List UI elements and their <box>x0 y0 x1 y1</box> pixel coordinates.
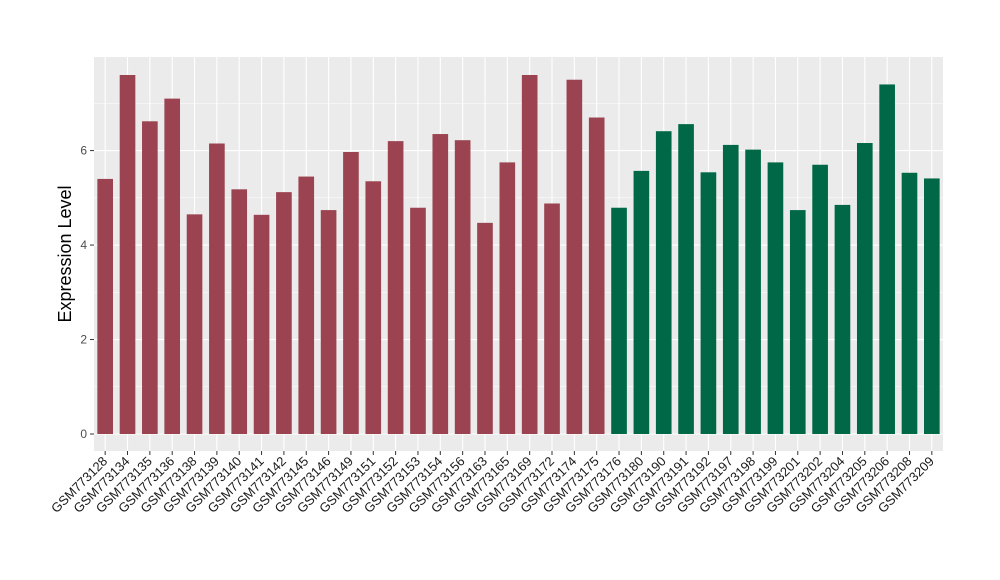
bar-GSM773154 <box>432 134 449 434</box>
bar-GSM773139 <box>209 143 225 435</box>
y-axis: 0 2 4 6 <box>80 144 94 441</box>
bar-GSM773198 <box>745 149 761 434</box>
bar-GSM773175 <box>588 117 605 435</box>
bar-GSM773202 <box>812 164 828 434</box>
y-tick-label: 4 <box>80 238 87 252</box>
bar-GSM773153 <box>410 207 426 434</box>
bar-GSM773165 <box>499 162 516 434</box>
bar-GSM773208 <box>901 172 918 434</box>
bar-GSM773209 <box>924 178 940 434</box>
bar-GSM773176 <box>611 207 627 434</box>
x-axis: GSM773128GSM773134GSM773135GSM773136GSM7… <box>48 451 937 516</box>
bars <box>97 75 940 435</box>
bar-GSM773140 <box>231 189 248 434</box>
bar-GSM773151 <box>365 181 382 434</box>
y-tick-label: 6 <box>80 144 87 158</box>
y-tick-label: 0 <box>80 427 87 441</box>
bar-GSM773149 <box>343 151 359 435</box>
bar-GSM773128 <box>97 178 113 434</box>
bar-GSM773174 <box>566 79 583 434</box>
bar-GSM773172 <box>544 203 560 434</box>
bar-GSM773199 <box>767 162 784 434</box>
bar-GSM773135 <box>142 121 158 434</box>
bar-GSM773134 <box>119 75 136 434</box>
y-axis-title: Expression Level <box>55 185 75 322</box>
bar-GSM773145 <box>298 176 315 434</box>
bar-GSM773204 <box>834 204 851 434</box>
bar-GSM773163 <box>477 222 493 434</box>
y-tick-label: 2 <box>80 333 87 347</box>
bar-GSM773180 <box>633 170 650 434</box>
bar-GSM773190 <box>655 131 672 434</box>
bar-GSM773142 <box>276 192 292 434</box>
bar-GSM773192 <box>700 172 717 434</box>
bar-GSM773191 <box>678 124 694 434</box>
bar-GSM773136 <box>164 98 181 435</box>
bar-GSM773201 <box>789 210 806 434</box>
bar-GSM773206 <box>879 84 895 435</box>
bar-GSM773141 <box>253 214 270 434</box>
bar-GSM773169 <box>521 75 538 434</box>
bar-GSM773197 <box>722 144 739 434</box>
bar-GSM773156 <box>454 140 471 435</box>
bar-GSM773205 <box>856 143 873 434</box>
bar-GSM773138 <box>186 214 203 434</box>
bar-GSM773152 <box>387 141 404 434</box>
bar-GSM773146 <box>320 210 337 434</box>
